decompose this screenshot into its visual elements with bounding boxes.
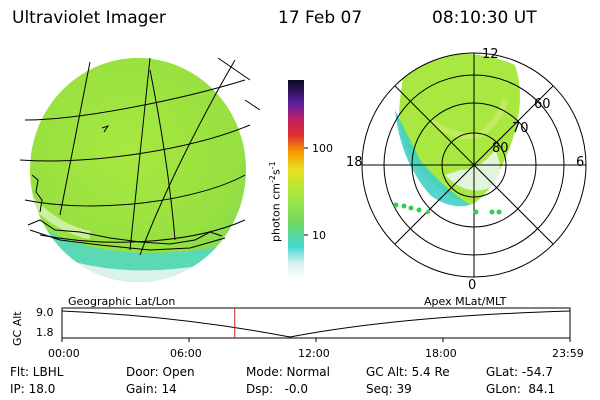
mlt-label-6: 6 [576,155,585,170]
status-mode: Mode: Normal [246,365,330,379]
polar-grid [361,52,587,278]
timeline-left-caption: Geographic Lat/Lon [68,295,176,308]
coastline [27,125,226,251]
mlt-label-12: 12 [482,47,499,62]
status-dsp: Dsp: -0.0 [246,382,309,396]
lat-label-60: 60 [534,97,551,112]
status-gc-alt: GC Alt: 5.4 Re [366,365,450,379]
lat-label-70: 70 [512,121,529,136]
mlt-label-0: 0 [468,278,477,293]
status-seq: Seq: 39 [366,382,412,396]
lat-label-80: 80 [492,141,509,156]
timeline-right-caption: Apex MLat/MLT [424,295,507,308]
status-door: Door: Open [126,365,195,379]
time-label: 08:10:30 UT [432,8,537,28]
timeline-xtick-0000: 00:00 [48,347,80,360]
colorbar-tick-100: 100 [312,142,333,155]
colorbar-tick-10: 10 [312,229,326,242]
mlt-label-18: 18 [346,155,363,170]
status-filter: Flt: LBHL [10,365,64,379]
timeline-ytick-bottom: 1.8 [36,326,54,339]
timeline-ytick-top: 9.0 [36,306,54,319]
timeline-xtick-2359: 23:59 [552,347,584,360]
instrument-title: Ultraviolet Imager [12,8,166,28]
timeline-xtick-0600: 06:00 [170,347,202,360]
status-gain: Gain: 14 [126,382,177,396]
map-grid [19,57,261,256]
status-ip: IP: 18.0 [10,382,56,396]
auroral-dots [393,202,502,215]
status-glon: GLon: 84.1 [486,382,556,396]
timeline-xtick-1200: 12:00 [298,347,330,360]
timeline-xtick-1800: 18:00 [425,347,457,360]
date-label: 17 Feb 07 [278,8,363,28]
status-glat: GLat: -54.7 [486,365,553,379]
